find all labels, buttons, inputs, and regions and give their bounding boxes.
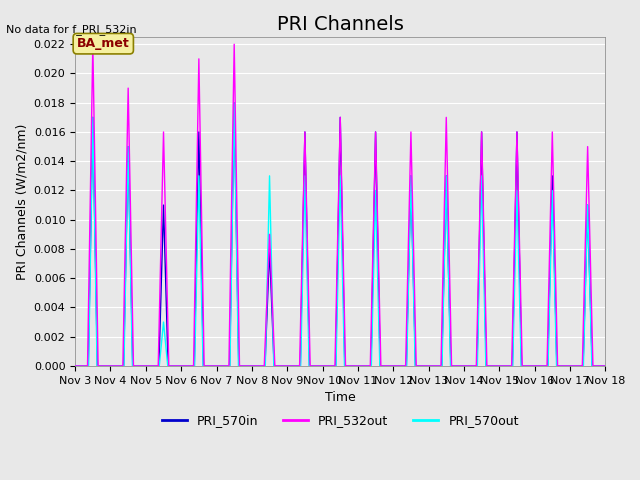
Line: PRI_570out: PRI_570out bbox=[75, 103, 605, 366]
PRI_532out bbox=[260, 363, 268, 369]
PRI_532out bbox=[260, 363, 268, 369]
PRI_570out bbox=[305, 363, 313, 369]
PRI_570in bbox=[164, 363, 172, 369]
Line: PRI_532out: PRI_532out bbox=[75, 44, 605, 366]
PRI_570in bbox=[230, 100, 238, 106]
PRI_570in bbox=[372, 129, 380, 135]
PRI_570in bbox=[261, 363, 269, 369]
Title: PRI Channels: PRI Channels bbox=[276, 15, 404, 34]
PRI_532out bbox=[602, 363, 609, 369]
PRI_570in bbox=[306, 363, 314, 369]
Line: PRI_570in: PRI_570in bbox=[75, 103, 605, 366]
PRI_570out bbox=[164, 363, 172, 369]
X-axis label: Time: Time bbox=[325, 391, 356, 404]
PRI_570out bbox=[602, 363, 609, 369]
PRI_570out bbox=[261, 363, 269, 369]
Text: BA_met: BA_met bbox=[77, 37, 130, 50]
PRI_532out bbox=[71, 363, 79, 369]
PRI_532out bbox=[307, 363, 314, 369]
PRI_570in bbox=[71, 363, 79, 369]
PRI_532out bbox=[296, 363, 303, 369]
PRI_570out bbox=[262, 363, 269, 369]
PRI_532out bbox=[89, 41, 97, 47]
PRI_570out bbox=[230, 100, 238, 106]
PRI_570in bbox=[296, 363, 304, 369]
Legend: PRI_570in, PRI_532out, PRI_570out: PRI_570in, PRI_532out, PRI_570out bbox=[157, 409, 524, 432]
PRI_532out bbox=[189, 363, 197, 369]
PRI_532out bbox=[372, 129, 380, 135]
PRI_570in bbox=[602, 363, 609, 369]
Text: No data for f_PRI_532in: No data for f_PRI_532in bbox=[6, 24, 137, 35]
PRI_570in bbox=[261, 363, 269, 369]
PRI_570out bbox=[372, 188, 380, 193]
Y-axis label: PRI Channels (W/m2/nm): PRI Channels (W/m2/nm) bbox=[15, 123, 28, 280]
PRI_570out bbox=[297, 363, 305, 369]
PRI_570out bbox=[71, 363, 79, 369]
